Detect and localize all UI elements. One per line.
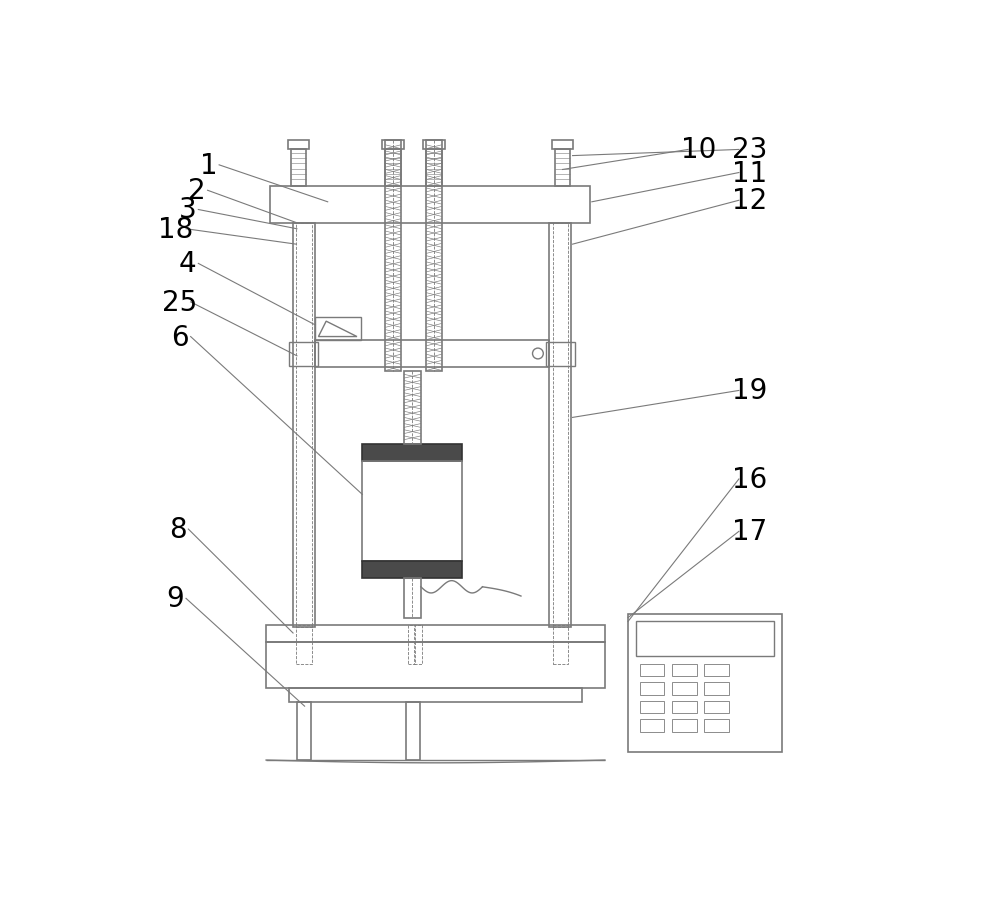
Bar bbox=[362, 445, 462, 461]
Text: 6: 6 bbox=[171, 323, 189, 351]
Bar bbox=[704, 701, 729, 713]
Bar bbox=[297, 702, 311, 760]
Bar bbox=[385, 151, 401, 187]
Bar bbox=[555, 151, 570, 187]
Text: 8: 8 bbox=[169, 516, 186, 543]
Bar bbox=[404, 372, 421, 445]
Text: 10: 10 bbox=[681, 136, 717, 165]
Bar bbox=[362, 461, 462, 562]
Text: 3: 3 bbox=[179, 197, 196, 224]
Text: 11: 11 bbox=[732, 159, 767, 187]
Bar bbox=[636, 622, 774, 656]
Bar bbox=[640, 701, 664, 713]
Bar bbox=[672, 664, 697, 676]
Bar bbox=[553, 626, 568, 664]
Text: 4: 4 bbox=[179, 250, 196, 278]
Text: 1: 1 bbox=[200, 152, 217, 179]
Bar bbox=[288, 141, 309, 151]
Bar bbox=[640, 720, 664, 732]
Bar bbox=[672, 720, 697, 732]
Bar bbox=[362, 562, 462, 579]
Text: 16: 16 bbox=[732, 466, 767, 494]
Text: 18: 18 bbox=[158, 216, 193, 244]
Bar bbox=[266, 626, 605, 642]
Bar bbox=[704, 664, 729, 676]
Bar bbox=[426, 141, 442, 372]
Text: 2: 2 bbox=[188, 177, 206, 205]
Bar bbox=[704, 683, 729, 695]
Bar bbox=[414, 626, 422, 664]
Bar bbox=[291, 151, 306, 187]
Bar bbox=[553, 224, 568, 627]
Bar bbox=[296, 626, 312, 664]
Bar bbox=[293, 224, 315, 627]
Bar bbox=[404, 579, 421, 618]
Bar bbox=[549, 224, 571, 627]
Bar bbox=[672, 701, 697, 713]
Bar bbox=[289, 343, 318, 367]
Bar bbox=[546, 343, 575, 367]
Bar bbox=[408, 626, 415, 664]
Bar bbox=[640, 683, 664, 695]
Bar bbox=[315, 341, 549, 368]
Bar bbox=[552, 141, 573, 151]
Bar bbox=[266, 642, 605, 688]
Bar bbox=[270, 187, 590, 224]
Bar bbox=[289, 688, 582, 702]
Bar bbox=[382, 141, 404, 151]
Bar bbox=[628, 614, 782, 753]
Bar bbox=[423, 141, 445, 151]
Bar bbox=[315, 318, 361, 341]
Bar bbox=[640, 664, 664, 676]
Bar bbox=[704, 720, 729, 732]
Bar bbox=[296, 224, 312, 627]
Text: 9: 9 bbox=[166, 584, 184, 613]
Bar bbox=[672, 683, 697, 695]
Text: 23: 23 bbox=[732, 136, 767, 165]
Text: 12: 12 bbox=[732, 187, 767, 215]
Bar bbox=[406, 702, 420, 760]
Bar bbox=[385, 141, 401, 372]
Text: 25: 25 bbox=[162, 289, 197, 316]
Bar bbox=[426, 151, 442, 187]
Text: 19: 19 bbox=[732, 377, 767, 405]
Text: 17: 17 bbox=[732, 517, 767, 546]
